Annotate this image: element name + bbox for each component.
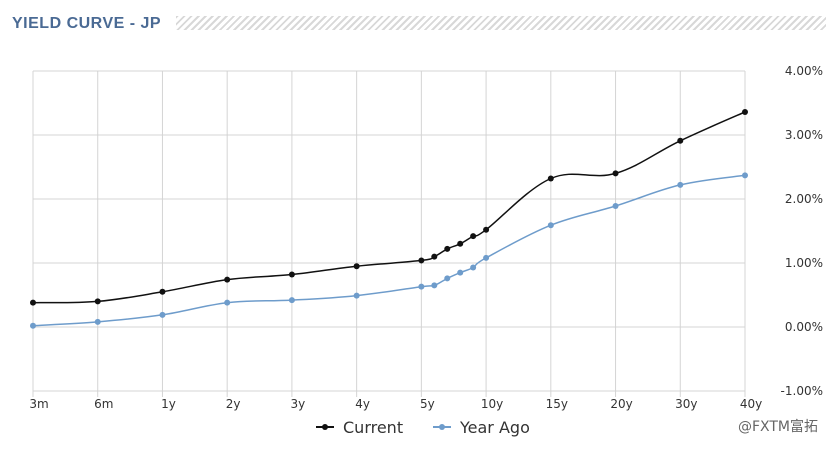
data-point-current[interactable] — [418, 257, 425, 264]
data-point-current[interactable] — [444, 245, 451, 252]
data-point-year-ago[interactable] — [418, 283, 425, 290]
legend-swatch-marker — [439, 424, 445, 430]
x-tick-label-6m: 6m — [94, 397, 113, 411]
x-tick-label-1y: 1y — [161, 397, 176, 411]
y-tick-label: 2.00% — [785, 192, 823, 206]
x-tick-label-2y: 2y — [226, 397, 241, 411]
y-axis-labels: -1.00% 0.00% 1.00% 2.00% 3.00% 4.00% — [781, 64, 823, 398]
data-point-year-ago[interactable] — [353, 292, 360, 299]
data-point-year-ago[interactable] — [94, 318, 101, 325]
data-point-year-ago[interactable] — [457, 269, 464, 276]
data-point-current[interactable] — [353, 263, 360, 270]
data-point-year-ago[interactable] — [30, 322, 36, 329]
data-point-year-ago[interactable] — [288, 297, 295, 304]
y-tick-label: 4.00% — [785, 64, 823, 78]
data-point-year-ago[interactable] — [431, 282, 438, 289]
data-point-current[interactable] — [457, 240, 464, 247]
yield-curve-chart: 3m 6m 1y 2y 3y 4y 5y 10y 15y 20y 30y 40y -1.00% 0.00… — [29, 64, 823, 437]
legend-label: Current — [343, 418, 403, 437]
page-title: YIELD CURVE - JP — [12, 15, 162, 32]
x-tick-label-5y: 5y — [420, 397, 435, 411]
data-point-current[interactable] — [547, 175, 554, 182]
data-point-year-ago[interactable] — [547, 222, 554, 229]
data-point-current[interactable] — [431, 253, 438, 260]
y-tick-label: 1.00% — [785, 256, 823, 270]
x-tick-label-4y: 4y — [355, 397, 370, 411]
series-year-ago — [30, 172, 748, 329]
data-point-year-ago[interactable] — [224, 299, 231, 306]
series-layer — [30, 108, 748, 329]
series-line-current — [32, 111, 746, 304]
title-decoration — [176, 16, 826, 30]
y-tick-label: -1.00% — [781, 384, 823, 398]
data-point-current[interactable] — [470, 233, 477, 240]
legend-item-year-ago[interactable]: Year Ago — [433, 418, 530, 437]
data-point-current[interactable] — [224, 276, 231, 283]
x-tick-label-40y: 40y — [740, 397, 762, 411]
x-tick-label-15y: 15y — [546, 397, 568, 411]
data-point-year-ago[interactable] — [159, 311, 166, 318]
data-point-current[interactable] — [94, 298, 101, 305]
chart-header: YIELD CURVE - JP — [0, 0, 830, 40]
y-tick-label: 3.00% — [785, 128, 823, 142]
legend: Current Year Ago — [316, 418, 530, 437]
watermark: @FXTM富拓 — [737, 419, 818, 435]
legend-swatch-marker — [322, 424, 328, 430]
data-point-current[interactable] — [483, 226, 490, 233]
data-point-year-ago[interactable] — [677, 181, 684, 188]
data-point-current[interactable] — [612, 170, 619, 177]
x-axis-labels: 3m 6m 1y 2y 3y 4y 5y 10y 15y 20y 30y 40y — [29, 397, 762, 411]
series-current — [30, 108, 748, 306]
data-point-current[interactable] — [677, 137, 684, 144]
legend-label: Year Ago — [459, 418, 530, 437]
data-point-current[interactable] — [742, 108, 748, 115]
data-point-year-ago[interactable] — [483, 254, 490, 261]
y-tick-label: 0.00% — [785, 320, 823, 334]
x-tick-label-20y: 20y — [610, 397, 632, 411]
x-tick-label-3m: 3m — [29, 397, 48, 411]
grid-lines — [32, 70, 746, 397]
data-point-year-ago[interactable] — [444, 275, 451, 282]
data-point-year-ago[interactable] — [470, 264, 477, 271]
legend-item-current[interactable]: Current — [316, 418, 403, 437]
x-tick-label-30y: 30y — [675, 397, 697, 411]
data-point-year-ago[interactable] — [612, 203, 619, 210]
data-point-current[interactable] — [288, 271, 295, 278]
data-point-current[interactable] — [159, 288, 166, 295]
x-tick-label-10y: 10y — [481, 397, 503, 411]
data-point-year-ago[interactable] — [742, 172, 748, 179]
x-tick-label-3y: 3y — [291, 397, 306, 411]
series-line-year-ago — [32, 174, 746, 327]
data-point-current[interactable] — [30, 299, 36, 306]
